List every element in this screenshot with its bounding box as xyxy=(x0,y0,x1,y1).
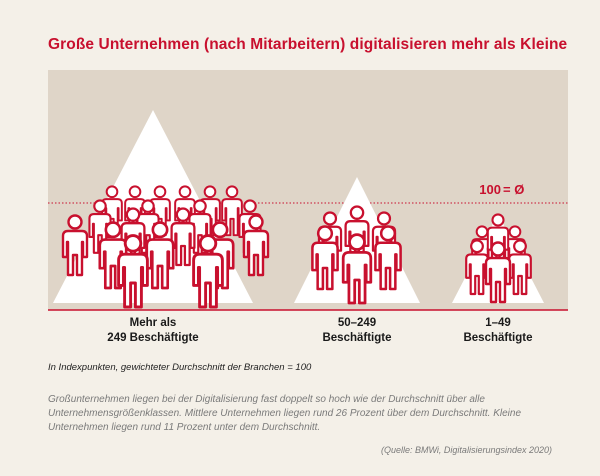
person-icon-large-16 xyxy=(145,221,175,290)
chart-description: Großunternehmen liegen bei der Digitalis… xyxy=(48,394,522,433)
chart-note: In Indexpunkten, gewichteter Durchschnit… xyxy=(48,362,312,373)
category-label-small: 1–49 Beschäftigte xyxy=(418,316,578,346)
person-icon-small-6 xyxy=(484,241,512,304)
category-label-medium-line2: Beschäftigte xyxy=(322,332,392,344)
category-label-large-line1: Mehr als xyxy=(129,317,177,329)
category-label-medium: 50–249 Beschäftigte xyxy=(277,316,437,346)
category-label-large-line2: 249 Beschäftigte xyxy=(107,332,199,344)
category-label-small-line2: Beschäftigte xyxy=(463,332,533,344)
category-label-small-line1: 1–49 xyxy=(485,317,511,329)
reference-label-symbol: = Ø xyxy=(503,182,524,197)
person-icon-large-19 xyxy=(192,234,224,309)
person-icon-large-12 xyxy=(170,207,196,267)
person-icon-large-14 xyxy=(242,214,270,277)
person-icon-small-4 xyxy=(508,239,532,296)
person-icon-medium-6 xyxy=(341,233,373,305)
reference-label-value: 100 xyxy=(479,182,501,197)
person-icon-small-3 xyxy=(465,239,489,296)
person-icon-medium-4 xyxy=(311,225,339,291)
person-icon-large-18 xyxy=(117,234,149,309)
chart-source: (Quelle: BMWi, Digitalisierungsindex 202… xyxy=(381,445,552,455)
category-label-medium-line1: 50–249 xyxy=(337,317,377,329)
category-label-large: Mehr als 249 Beschäftigte xyxy=(73,316,233,346)
person-icon-large-13 xyxy=(61,214,89,277)
chart-title: Große Unternehmen (nach Mitarbeitern) di… xyxy=(48,36,568,53)
person-icon-medium-5 xyxy=(374,225,402,291)
